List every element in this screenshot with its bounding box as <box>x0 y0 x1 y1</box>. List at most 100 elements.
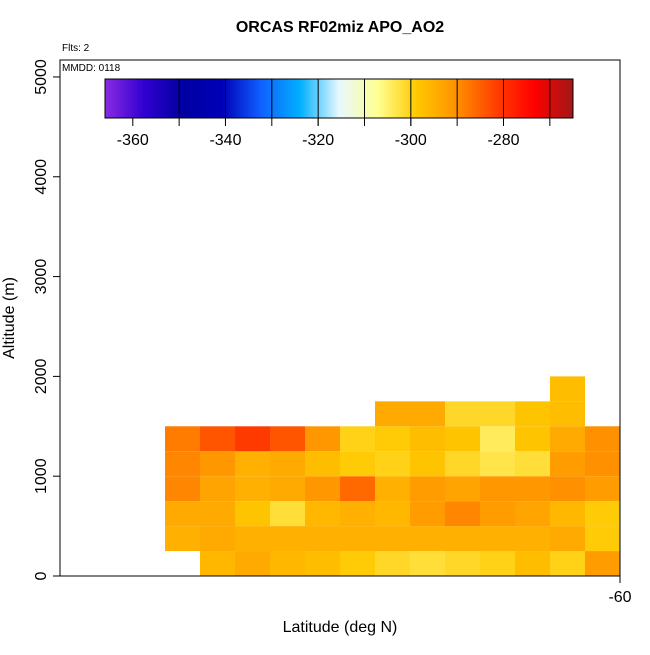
cell <box>305 551 340 576</box>
cell <box>270 551 305 576</box>
cell <box>550 501 585 527</box>
cell <box>200 551 235 576</box>
cell <box>515 551 550 576</box>
cell <box>340 476 375 502</box>
cell <box>340 451 375 477</box>
cell <box>375 526 410 552</box>
cell <box>515 426 550 452</box>
colorbar-tick-label: -360 <box>117 132 149 149</box>
cell <box>410 451 445 477</box>
cell <box>235 551 270 576</box>
cell <box>235 501 270 527</box>
cell <box>270 426 305 452</box>
cell <box>165 451 200 477</box>
cell <box>200 426 235 452</box>
plot-frame <box>59 59 621 577</box>
cell <box>410 501 445 527</box>
cell <box>480 501 515 527</box>
colorbar <box>104 78 574 119</box>
cell <box>235 526 270 552</box>
cell <box>200 476 235 502</box>
cell <box>200 501 235 527</box>
cell <box>200 526 235 552</box>
chart-title: ORCAS RF02miz APO_AO2 <box>236 19 444 36</box>
colorbar-tick-label: -300 <box>395 132 427 149</box>
cell <box>305 426 340 452</box>
cell <box>235 426 270 452</box>
cell <box>550 451 585 477</box>
cell <box>550 551 585 576</box>
cell <box>585 476 620 502</box>
x-axis-label: Latitude (deg N) <box>283 619 398 636</box>
y-tick-label: 2000 <box>33 358 50 394</box>
cell <box>585 526 620 552</box>
annotation: Flts: 2 <box>62 43 90 54</box>
cell <box>305 476 340 502</box>
y-tick-label: 1000 <box>33 458 50 494</box>
colorbar-tick-label: -280 <box>487 132 519 149</box>
y-tick-label: 3000 <box>33 259 50 295</box>
cell <box>340 551 375 576</box>
cell <box>305 451 340 477</box>
cell <box>445 526 480 552</box>
cell <box>445 401 480 427</box>
cell <box>585 501 620 527</box>
cell <box>410 426 445 452</box>
cell <box>515 526 550 552</box>
cell <box>480 401 515 427</box>
cell <box>375 476 410 502</box>
cell <box>165 476 200 502</box>
cell <box>270 526 305 552</box>
cell <box>585 451 620 477</box>
cell <box>445 476 480 502</box>
cell <box>340 501 375 527</box>
cell <box>480 526 515 552</box>
y-tick-label: 4000 <box>33 159 50 195</box>
y-tick-label: 5000 <box>33 59 50 95</box>
cell <box>550 376 585 402</box>
cell <box>165 426 200 452</box>
cell <box>445 426 480 452</box>
y-axis-label: Altitude (m) <box>1 277 18 359</box>
annotation: MMDD: 0118 <box>62 63 121 74</box>
cell <box>375 401 410 427</box>
cell <box>480 426 515 452</box>
colorbar-tick-label: -340 <box>209 132 241 149</box>
cell <box>445 501 480 527</box>
y-tick-label: 0 <box>33 571 50 580</box>
cell <box>165 526 200 552</box>
cell <box>270 451 305 477</box>
cell <box>585 426 620 452</box>
cell <box>200 451 235 477</box>
cell <box>305 501 340 527</box>
cell <box>515 451 550 477</box>
cell <box>410 551 445 576</box>
cell <box>305 526 340 552</box>
cell <box>340 426 375 452</box>
cell <box>515 476 550 502</box>
cell <box>480 451 515 477</box>
cell <box>585 551 620 576</box>
cell <box>375 551 410 576</box>
cell <box>235 451 270 477</box>
cell <box>235 476 270 502</box>
cell <box>270 476 305 502</box>
cell <box>550 426 585 452</box>
colorbar-tick-label: -320 <box>302 132 334 149</box>
cell <box>550 401 585 427</box>
cell <box>375 501 410 527</box>
cell <box>165 501 200 527</box>
cell <box>340 526 375 552</box>
cell <box>445 451 480 477</box>
cell <box>550 526 585 552</box>
cell <box>515 501 550 527</box>
cell <box>375 451 410 477</box>
cell <box>270 501 305 527</box>
cell <box>445 551 480 576</box>
cell <box>410 476 445 502</box>
cell <box>480 551 515 576</box>
cell <box>515 401 550 427</box>
x-tick-label: -60 <box>608 589 631 606</box>
cell <box>410 526 445 552</box>
